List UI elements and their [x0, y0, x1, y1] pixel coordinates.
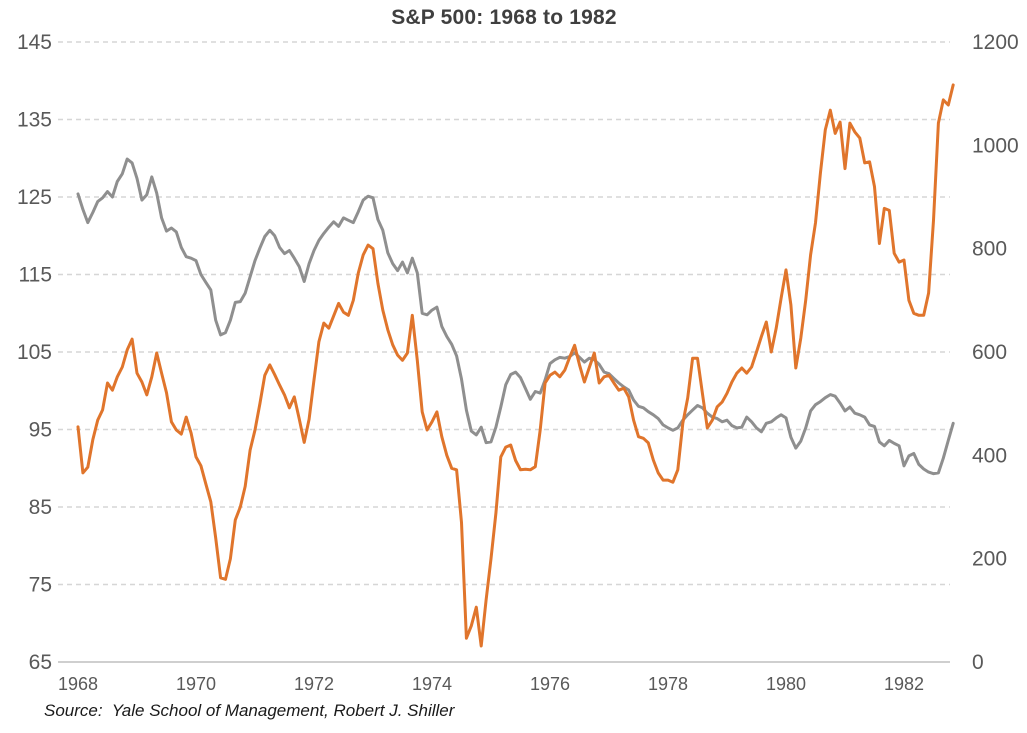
orange-line — [76, 83, 955, 648]
left-axis-tick-label: 105 — [17, 341, 52, 364]
left-axis-tick-label: 65 — [29, 651, 52, 674]
right-axis-tick-label: 400 — [972, 444, 1007, 467]
left-axis-tick-label: 75 — [29, 574, 52, 597]
right-axis-tick-label: 0 — [972, 651, 984, 674]
left-axis-tick-label: 135 — [17, 109, 52, 132]
x-axis-tick-label: 1980 — [766, 674, 806, 694]
right-axis-tick-label: 1000 — [972, 134, 1019, 157]
source-note: Source: Yale School of Management, Rober… — [44, 701, 455, 720]
left-axis-tick-label: 145 — [17, 31, 52, 54]
x-axis-tick-label: 1978 — [648, 674, 688, 694]
right-axis-tick-label: 1200 — [972, 31, 1019, 54]
x-axis-tick-label: 1970 — [176, 674, 216, 694]
left-axis-tick-label: 85 — [29, 496, 52, 519]
x-axis-tick-label: 1976 — [530, 674, 570, 694]
x-axis-tick-label: 1982 — [884, 674, 924, 694]
gray-line — [76, 157, 955, 476]
left-axis-tick-label: 125 — [17, 186, 52, 209]
left-axis-tick-label: 95 — [29, 419, 52, 442]
right-axis-tick-label: 600 — [972, 341, 1007, 364]
chart-title: S&P 500: 1968 to 1982 — [391, 6, 617, 29]
x-axis-tick-label: 1974 — [412, 674, 452, 694]
right-axis-tick-label: 200 — [972, 548, 1007, 571]
x-axis-tick-label: 1972 — [294, 674, 334, 694]
left-axis-tick-label: 115 — [19, 264, 52, 287]
right-axis-tick-label: 800 — [972, 238, 1007, 261]
x-axis-tick-label: 1968 — [58, 674, 98, 694]
